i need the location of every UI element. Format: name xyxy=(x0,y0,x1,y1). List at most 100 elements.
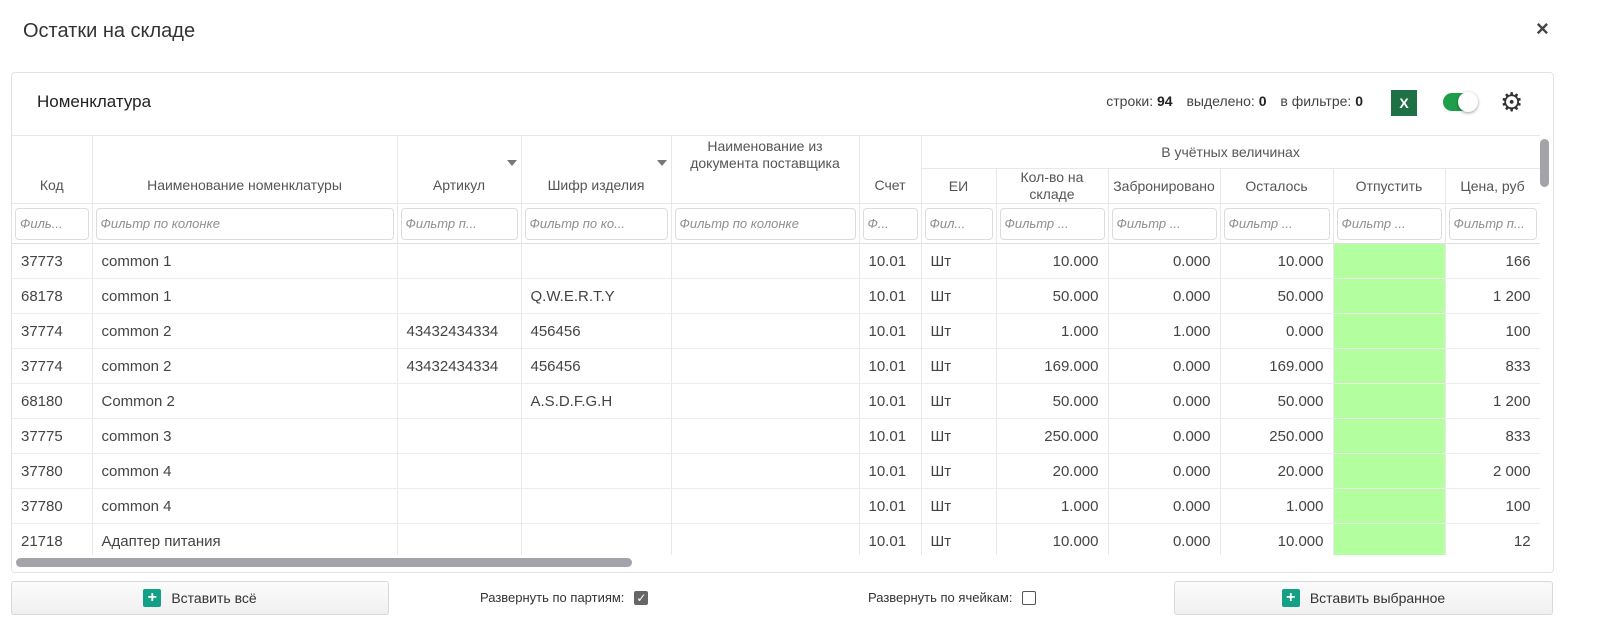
cell-name: common 3 xyxy=(92,418,398,454)
column-label: Кол-во на складе xyxy=(1020,169,1084,203)
cell-release[interactable] xyxy=(1333,488,1446,524)
table-row[interactable]: 37774 common 2 43432434334 456456 10.01 Шт 1.0… xyxy=(12,313,1540,349)
cell-release[interactable] xyxy=(1333,348,1446,384)
cell-account: 10.01 xyxy=(859,243,922,279)
table-row[interactable]: 37775 common 3 10.01 Шт 250.000 0.000 250.000 8… xyxy=(12,418,1540,454)
column-header-cipher[interactable]: Шифр изделия xyxy=(521,135,672,204)
column-header-name[interactable]: Наименование номенклатуры xyxy=(92,135,398,204)
column-header-supplier_name[interactable]: Наименование из документа поставщика xyxy=(671,135,860,204)
toggle-switch[interactable] xyxy=(1443,92,1478,112)
cell-supplier_name xyxy=(671,313,860,349)
column-header-code[interactable]: Код xyxy=(12,135,93,204)
cell-price: 1 200 xyxy=(1445,383,1540,419)
cell-release[interactable] xyxy=(1333,418,1446,454)
filter-placeholder: Фильтр ... xyxy=(1004,216,1069,231)
table-row[interactable]: 21718 Адаптер питания 10.01 Шт 10.000 0.000 10… xyxy=(12,523,1540,555)
filter-placeholder: Филь... xyxy=(20,216,63,231)
filter-placeholder: Ф... xyxy=(867,216,889,231)
cell-article xyxy=(397,523,522,555)
cell-reserved: 0.000 xyxy=(1108,418,1221,454)
nomenclature-panel: Номенклатура строки: 94 выделено: 0 в фи… xyxy=(11,72,1554,573)
insert-all-button[interactable]: + Вставить всё xyxy=(11,581,389,615)
filter-label: в фильтре: xyxy=(1280,93,1352,109)
cell-article xyxy=(397,243,522,279)
column-label: Артикул xyxy=(432,177,486,193)
cell-name: common 2 xyxy=(92,348,398,384)
cell-cipher xyxy=(521,418,672,454)
cell-release[interactable] xyxy=(1333,278,1446,314)
cell-release[interactable] xyxy=(1333,383,1446,419)
filter-input-article[interactable]: Фильтр п... xyxy=(400,207,518,240)
cell-release[interactable] xyxy=(1333,243,1446,279)
column-header-qty[interactable]: Кол-во на складе xyxy=(996,168,1109,204)
filter-input-qty[interactable]: Фильтр ... xyxy=(999,207,1105,240)
table-row[interactable]: 37773 common 1 10.01 Шт 10.000 0.000 10.000 166 xyxy=(12,243,1540,279)
filter-input-release[interactable]: Фильтр ... xyxy=(1336,207,1442,240)
column-header-article[interactable]: Артикул xyxy=(397,135,522,204)
cell-reserved: 0.000 xyxy=(1108,243,1221,279)
filter-input-price[interactable]: Фильтр п... xyxy=(1448,207,1537,240)
filter-placeholder: Фильтр п... xyxy=(405,216,477,231)
column-header-unit[interactable]: ЕИ xyxy=(921,168,997,204)
cell-name: Адаптер питания xyxy=(92,523,398,555)
filter-placeholder: Фильтр ... xyxy=(1228,216,1293,231)
expand-batches-checkbox[interactable]: ✓ xyxy=(634,590,649,605)
excel-export-icon[interactable]: X xyxy=(1391,90,1417,116)
cell-qty: 50.000 xyxy=(996,278,1109,314)
cell-release[interactable] xyxy=(1333,523,1446,555)
cell-code: 37775 xyxy=(12,418,93,454)
column-header-release[interactable]: Отпустить xyxy=(1333,168,1446,204)
filter-input-cipher[interactable]: Фильтр по ко... xyxy=(524,207,668,240)
cell-account: 10.01 xyxy=(859,418,922,454)
horizontal-scrollbar[interactable] xyxy=(16,558,632,567)
table-row[interactable]: 68178 common 1 Q.W.E.R.T.Y 10.01 Шт 50.000 0.0… xyxy=(12,278,1540,314)
close-icon[interactable]: × xyxy=(1536,16,1549,41)
column-header-left[interactable]: Осталось xyxy=(1220,168,1334,204)
cell-account: 10.01 xyxy=(859,348,922,384)
column-header-price[interactable]: Цена, руб xyxy=(1445,168,1540,204)
column-header-reserved[interactable]: Забронировано xyxy=(1108,168,1221,204)
gear-icon[interactable]: ⚙ xyxy=(1500,87,1524,117)
table-row[interactable]: 37780 common 4 10.01 Шт 1.000 0.000 1.000 100 xyxy=(12,488,1540,524)
cell-code: 68180 xyxy=(12,383,93,419)
column-header-account[interactable]: Счет xyxy=(859,135,922,204)
table-row[interactable]: 37774 common 2 43432434334 456456 10.01 Шт 169… xyxy=(12,348,1540,384)
cell-unit: Шт xyxy=(921,278,997,314)
column-label: Забронировано xyxy=(1113,178,1215,194)
cell-release[interactable] xyxy=(1333,453,1446,489)
cell-cipher xyxy=(521,523,672,555)
filter-input-reserved[interactable]: Фильтр ... xyxy=(1111,207,1217,240)
filter-input-supplier_name[interactable]: Фильтр по колонке xyxy=(674,207,856,240)
cell-supplier_name xyxy=(671,418,860,454)
plus-icon: + xyxy=(1281,589,1300,607)
cell-supplier_name xyxy=(671,348,860,384)
table-row[interactable]: 68180 Common 2 A.S.D.F.G.H 10.01 Шт 50.000 0.0… xyxy=(12,383,1540,419)
sort-arrow-icon[interactable] xyxy=(506,160,517,166)
cell-name: Common 2 xyxy=(92,383,398,419)
filter-input-left[interactable]: Фильтр ... xyxy=(1223,207,1330,240)
cell-article: 43432434334 xyxy=(397,313,522,349)
cell-cipher: 456456 xyxy=(521,348,672,384)
column-label: Шифр изделия xyxy=(547,177,645,193)
cell-release[interactable] xyxy=(1333,313,1446,349)
filter-input-name[interactable]: Фильтр по колонке xyxy=(95,207,394,240)
cell-article xyxy=(397,278,522,314)
cell-cipher: Q.W.E.R.T.Y xyxy=(521,278,672,314)
column-label: Цена, руб xyxy=(1460,178,1525,194)
filter-placeholder: Фильтр по колонке xyxy=(679,216,799,231)
column-label: Наименование номенклатуры xyxy=(147,177,342,193)
cell-price: 2 000 xyxy=(1445,453,1540,489)
cell-cipher xyxy=(521,488,672,524)
filter-input-account[interactable]: Ф... xyxy=(862,207,918,240)
table-row[interactable]: 37780 common 4 10.01 Шт 20.000 0.000 20.000 2 0… xyxy=(12,453,1540,489)
cell-supplier_name xyxy=(671,383,860,419)
expand-batches-label: Развернуть по партиям: xyxy=(480,590,625,605)
expand-cells-checkbox[interactable] xyxy=(1022,590,1037,605)
cell-reserved: 0.000 xyxy=(1108,488,1221,524)
filter-input-unit[interactable]: Фил... xyxy=(924,207,993,240)
sort-arrow-icon[interactable] xyxy=(656,160,667,166)
insert-selected-button[interactable]: + Вставить выбранное xyxy=(1174,581,1553,615)
filter-input-code[interactable]: Филь... xyxy=(15,207,89,240)
vertical-scrollbar[interactable] xyxy=(1540,139,1549,187)
data-grid: Код Наименование номенклатуры Артикул Шифр … xyxy=(12,135,1540,555)
